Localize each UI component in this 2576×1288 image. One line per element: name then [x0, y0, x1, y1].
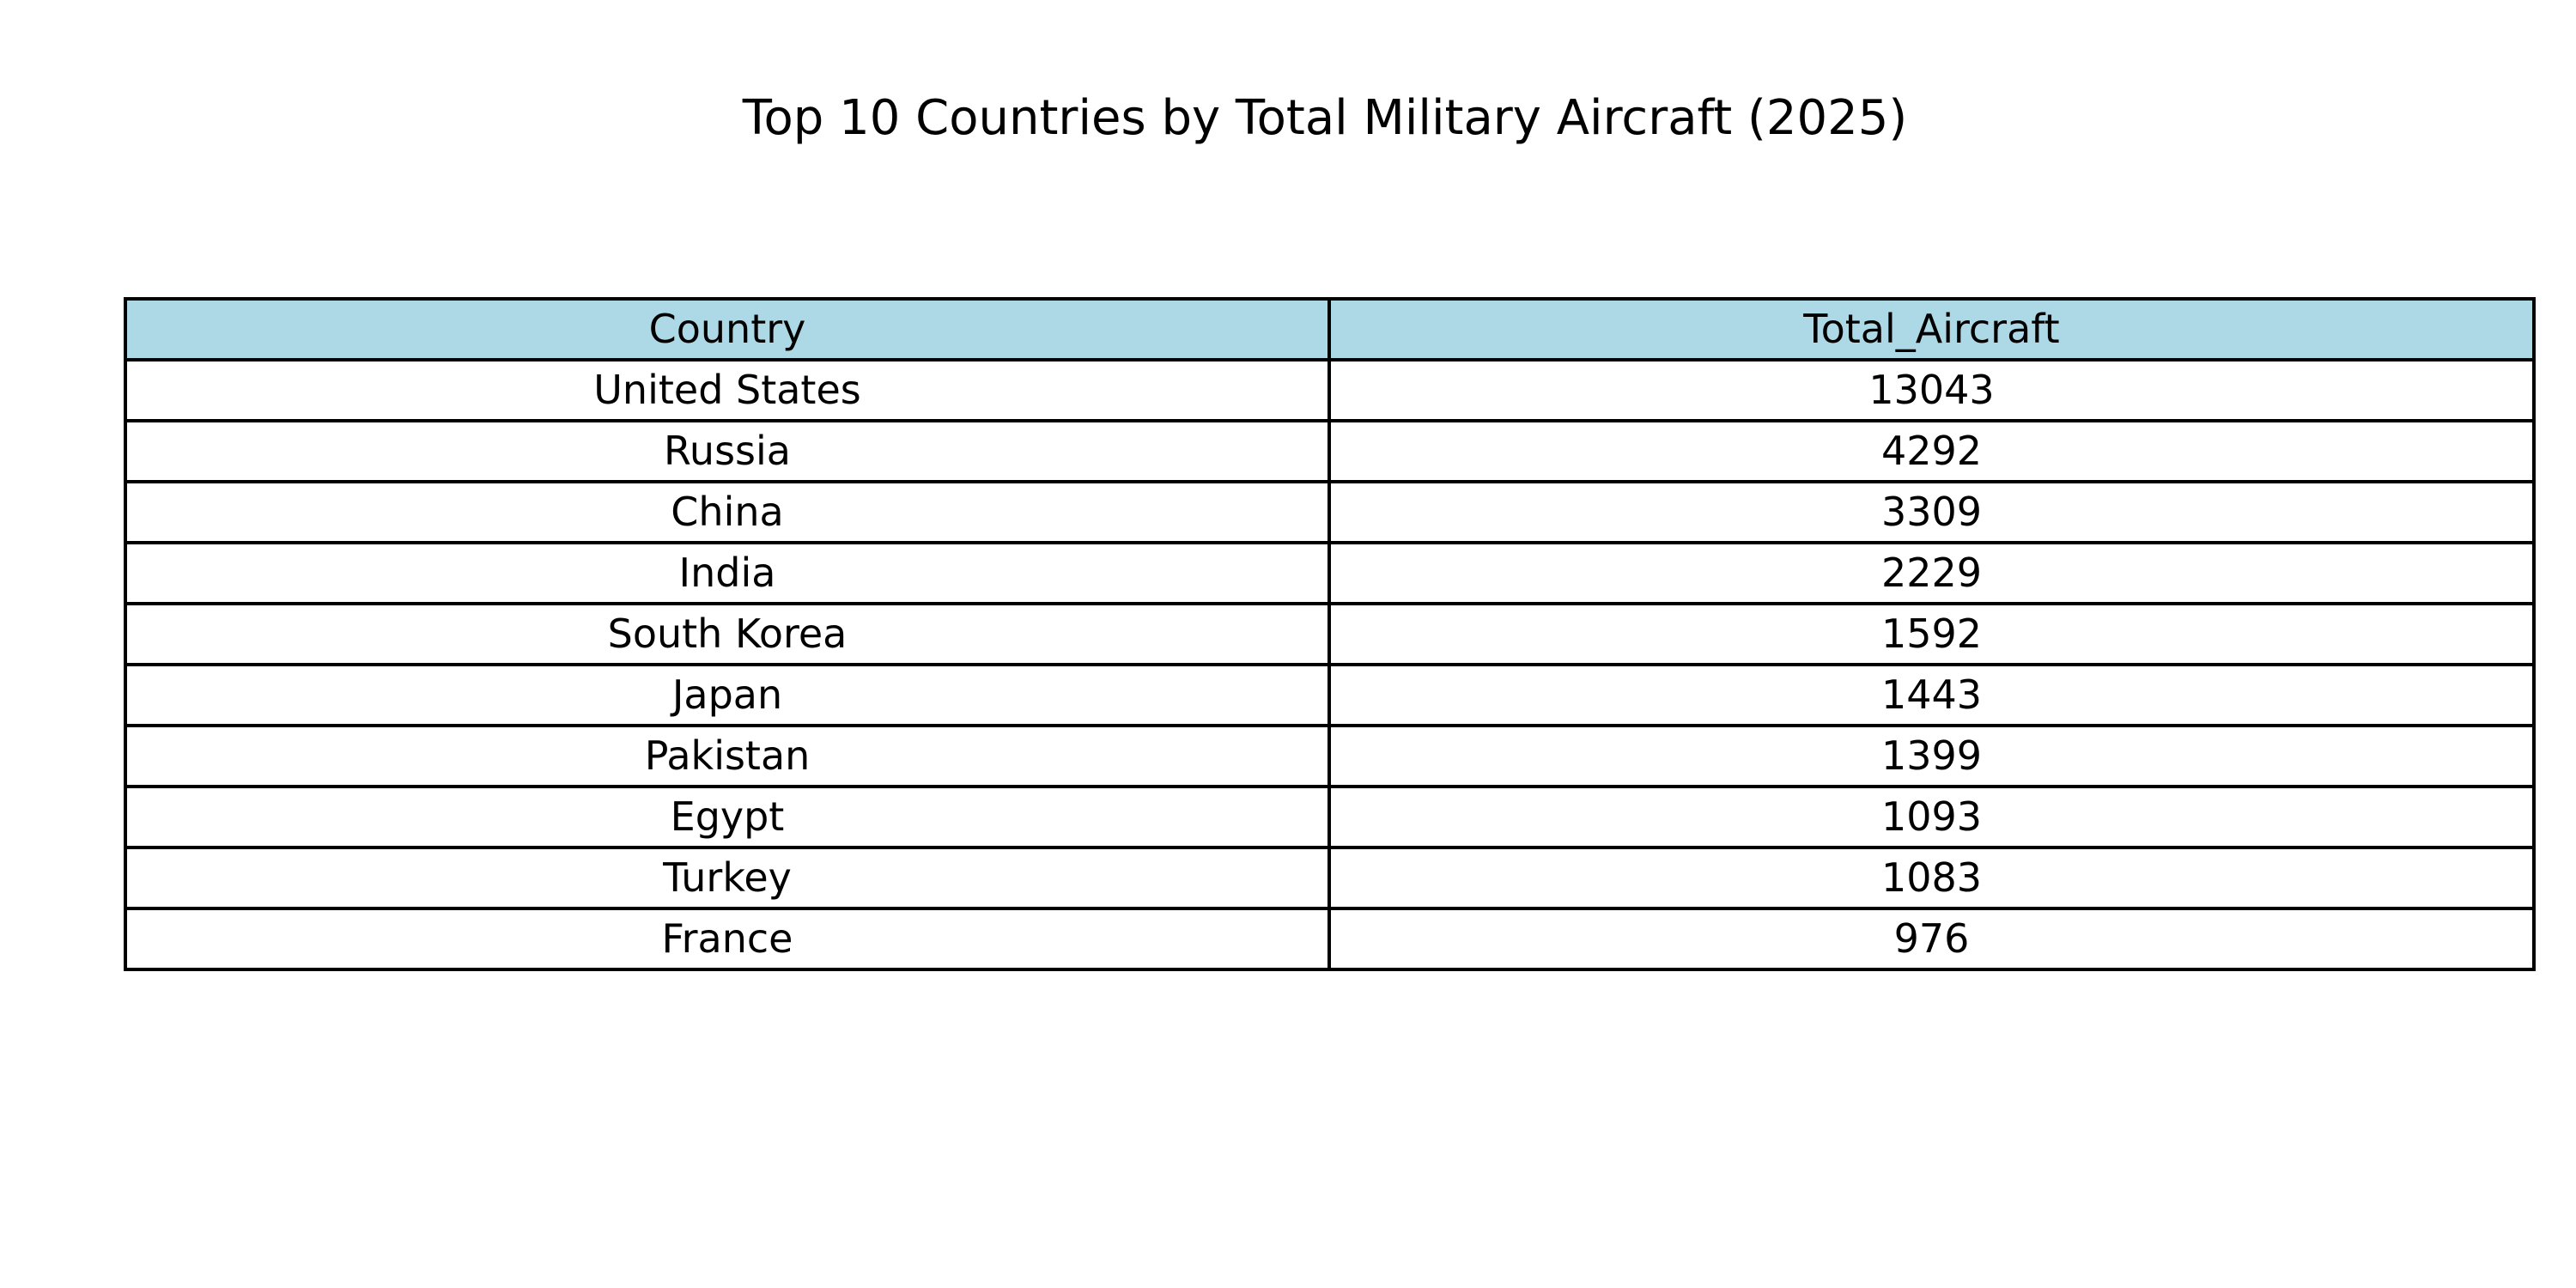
- total-aircraft-cell: 1399: [1327, 724, 2536, 788]
- table-header: Country Total_Aircraft: [124, 297, 2536, 361]
- total-aircraft-cell: 2229: [1327, 541, 2536, 605]
- country-cell: United States: [124, 358, 1331, 422]
- total-aircraft-cell: 976: [1327, 907, 2536, 971]
- country-cell: Russia: [124, 419, 1331, 483]
- total-aircraft-cell: 1093: [1327, 785, 2536, 849]
- chart-title: Top 10 Countries by Total Military Aircr…: [742, 90, 1908, 146]
- table-row: Japan 1443: [124, 663, 2536, 727]
- total-aircraft-cell: 13043: [1327, 358, 2536, 422]
- total-aircraft-cell: 1592: [1327, 602, 2536, 666]
- header-row: Country Total_Aircraft: [124, 297, 2536, 361]
- country-cell: Japan: [124, 663, 1331, 727]
- total-aircraft-cell: 3309: [1327, 480, 2536, 544]
- table-body: United States 13043 Russia 4292 China 33…: [124, 358, 2536, 971]
- column-header-country: Country: [124, 297, 1331, 361]
- total-aircraft-cell: 4292: [1327, 419, 2536, 483]
- country-cell: India: [124, 541, 1331, 605]
- country-cell: Turkey: [124, 846, 1331, 910]
- country-cell: China: [124, 480, 1331, 544]
- table-row: South Korea 1592: [124, 602, 2536, 666]
- table-row: Turkey 1083: [124, 846, 2536, 910]
- total-aircraft-cell: 1083: [1327, 846, 2536, 910]
- table-row: India 2229: [124, 541, 2536, 605]
- table-row: United States 13043: [124, 358, 2536, 422]
- country-cell: France: [124, 907, 1331, 971]
- country-cell: South Korea: [124, 602, 1331, 666]
- table-row: China 3309: [124, 480, 2536, 544]
- column-header-total-aircraft: Total_Aircraft: [1327, 297, 2536, 361]
- total-aircraft-cell: 1443: [1327, 663, 2536, 727]
- country-cell: Pakistan: [124, 724, 1331, 788]
- table-row: France 976: [124, 907, 2536, 971]
- country-cell: Egypt: [124, 785, 1331, 849]
- table-row: Russia 4292: [124, 419, 2536, 483]
- table-row: Egypt 1093: [124, 785, 2536, 849]
- table-row: Pakistan 1399: [124, 724, 2536, 788]
- data-table: Country Total_Aircraft United States 130…: [124, 297, 2536, 971]
